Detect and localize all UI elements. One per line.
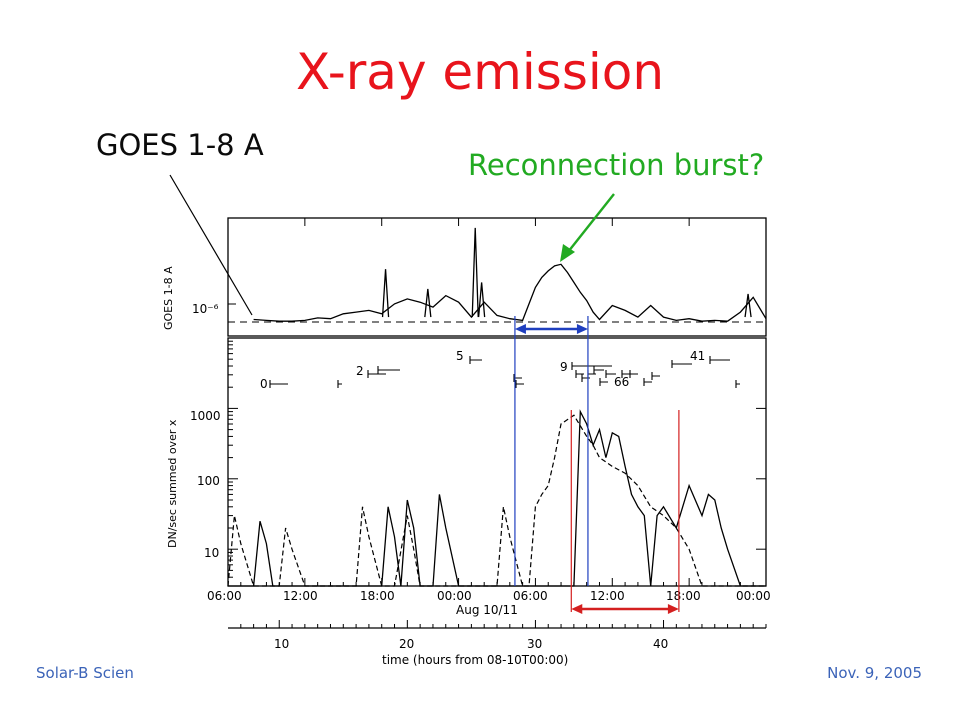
x-tick-label-18-00-a: 18:00 bbox=[360, 589, 395, 603]
bottom-panel-ytick-label-100: 100 bbox=[197, 474, 220, 488]
bottom-panel-ytick-label-1000: 1000 bbox=[190, 409, 221, 423]
bottom-panel-frame bbox=[227, 337, 767, 587]
goes-spikes bbox=[381, 227, 752, 318]
x2-tick-label-40: 40 bbox=[653, 637, 668, 651]
goes-spike-3 bbox=[477, 282, 486, 318]
xray-counts-solid-line bbox=[228, 409, 766, 587]
event-label-66: 66 bbox=[614, 375, 629, 389]
event-label-0: 0 bbox=[260, 377, 268, 391]
slide-title: X-ray emission bbox=[295, 43, 665, 101]
x-tick-label-06-00-a: 06:00 bbox=[207, 589, 242, 603]
goes-spike-0 bbox=[381, 269, 390, 318]
bottom-panel-ytick-label-10: 10 bbox=[204, 546, 219, 560]
event-brackets bbox=[269, 356, 740, 388]
x2-tick-label-30: 30 bbox=[527, 637, 542, 651]
x-tick-label-18-00-b: 18:00 bbox=[666, 589, 701, 603]
footer-date: Nov. 9, 2005 bbox=[827, 664, 922, 682]
x-tick-label-00-00-a: 00:00 bbox=[437, 589, 472, 603]
goes-callout-pointer bbox=[169, 174, 253, 316]
xray-counts-dashed-line bbox=[227, 414, 766, 587]
blue-interval-arrow bbox=[514, 324, 588, 334]
bottom-panel-ylabel: DN/sec summed over x bbox=[166, 419, 179, 548]
top-panel-frame bbox=[227, 217, 767, 337]
x-tick-label-00-00-b: 00:00 bbox=[736, 589, 771, 603]
axis-ticks bbox=[227, 218, 767, 628]
date-label: Aug 10/11 bbox=[456, 603, 518, 617]
goes-spike-2 bbox=[471, 227, 479, 318]
event-label-2: 2 bbox=[356, 364, 364, 378]
red-interval-arrow bbox=[571, 604, 679, 614]
x-tick-label-12-00-b: 12:00 bbox=[590, 589, 625, 603]
x2-tick-label-10: 10 bbox=[274, 637, 289, 651]
goes-callout-label: GOES 1-8 A bbox=[96, 128, 264, 162]
top-panel-ylabel: GOES 1-8 A bbox=[162, 266, 175, 330]
goes-spike-4 bbox=[744, 293, 752, 318]
x2-tick-label-20: 20 bbox=[399, 637, 414, 651]
x-tick-label-06-00-b: 06:00 bbox=[513, 589, 548, 603]
event-label-5: 5 bbox=[456, 349, 464, 363]
x-tick-label-12-00-a: 12:00 bbox=[283, 589, 318, 603]
goes-flux-line bbox=[253, 263, 767, 322]
reconnection-burst-label: Reconnection burst? bbox=[468, 148, 765, 182]
event-label-9: 9 bbox=[560, 360, 568, 374]
reconnection-burst-arrow bbox=[560, 193, 615, 262]
goes-spike-1 bbox=[424, 288, 432, 318]
footer-left-text: Solar-B Scien bbox=[36, 664, 134, 682]
event-label-41: 41 bbox=[690, 349, 705, 363]
interval-markers bbox=[514, 316, 680, 614]
top-panel-ytick-label: 10⁻⁶ bbox=[192, 302, 219, 316]
x2-axis-label: time (hours from 08-10T00:00) bbox=[382, 653, 568, 667]
